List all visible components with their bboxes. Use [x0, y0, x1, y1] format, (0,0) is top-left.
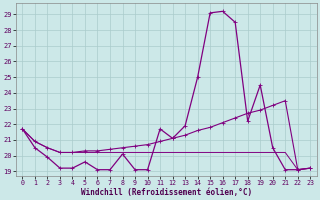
X-axis label: Windchill (Refroidissement éolien,°C): Windchill (Refroidissement éolien,°C): [81, 188, 252, 197]
